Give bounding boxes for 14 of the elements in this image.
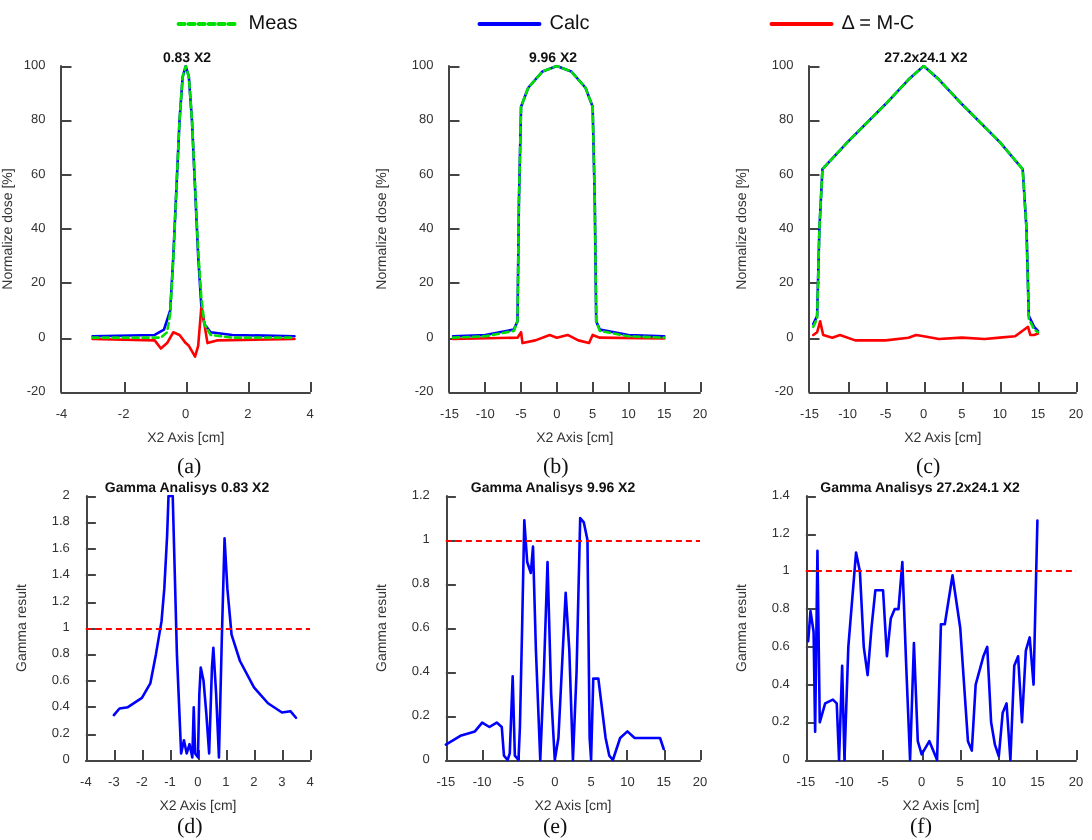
text: (b) xyxy=(543,455,570,479)
text: (c) xyxy=(915,455,942,479)
legend-label: Calc xyxy=(549,13,590,35)
legend-label: Meas xyxy=(248,13,298,35)
line-series xyxy=(444,516,665,762)
text: (a) xyxy=(176,455,203,479)
text: (e) xyxy=(542,815,569,839)
line-series xyxy=(812,320,1040,342)
line-series xyxy=(112,494,298,759)
line-series xyxy=(91,306,296,358)
text: (f) xyxy=(909,815,933,839)
legend-label: Δ = M-C xyxy=(841,13,915,35)
text: (d) xyxy=(177,815,204,839)
line-series xyxy=(806,519,1039,762)
